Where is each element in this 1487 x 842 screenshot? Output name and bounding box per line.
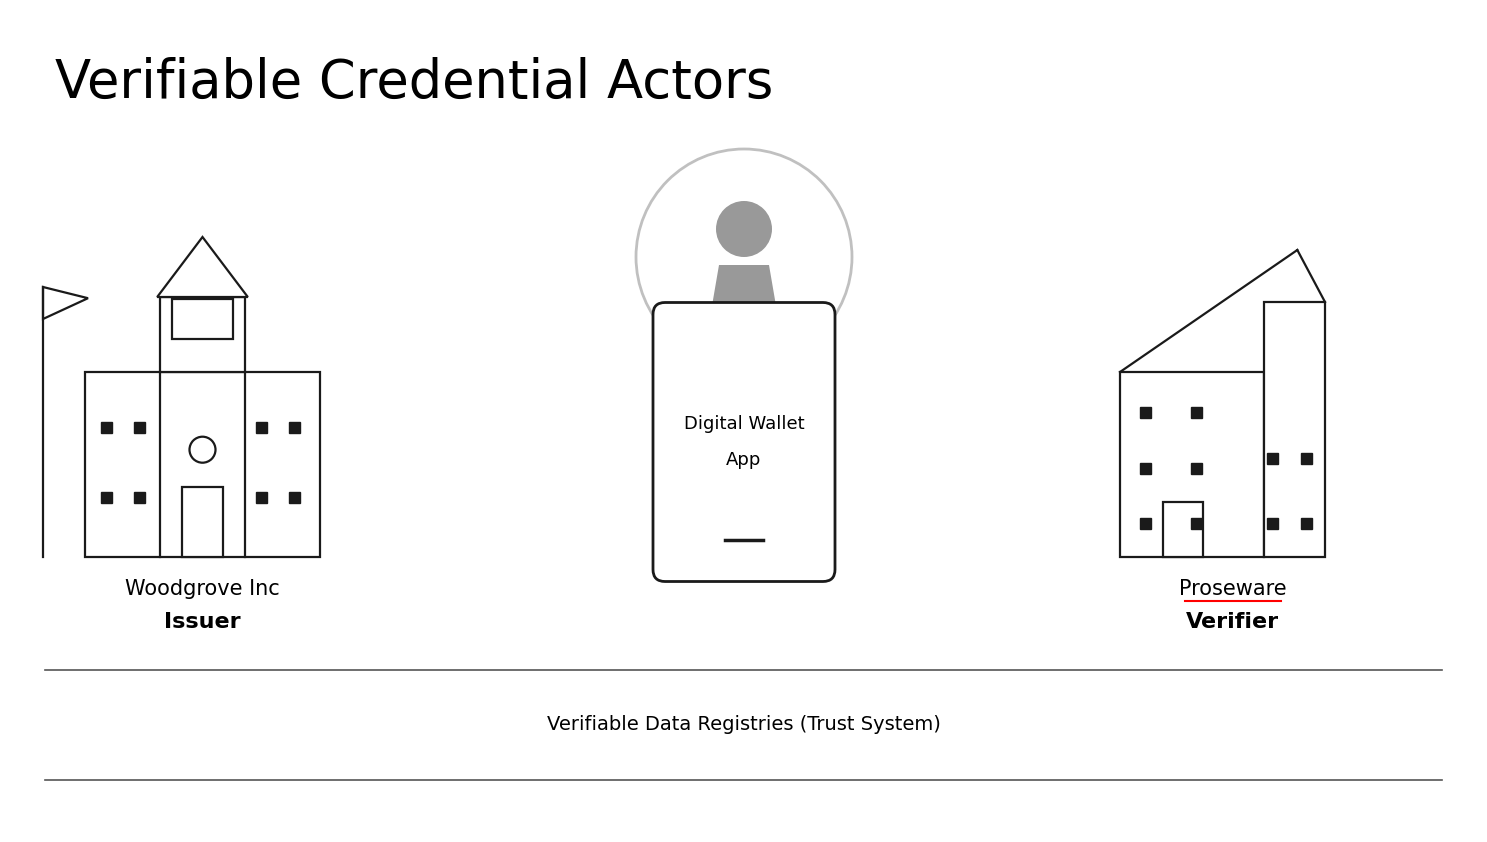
Circle shape [189, 437, 216, 463]
Text: Verifiable Data Registries (Trust System): Verifiable Data Registries (Trust System… [547, 716, 940, 734]
Polygon shape [1267, 518, 1279, 530]
Polygon shape [161, 297, 245, 372]
Polygon shape [134, 422, 144, 433]
FancyBboxPatch shape [653, 302, 836, 582]
Text: Digital Wallet: Digital Wallet [684, 415, 804, 433]
Polygon shape [1141, 408, 1151, 418]
Polygon shape [1120, 372, 1264, 557]
Polygon shape [43, 287, 88, 319]
Polygon shape [1301, 518, 1312, 530]
Polygon shape [101, 422, 112, 433]
Polygon shape [85, 372, 320, 557]
Circle shape [717, 201, 772, 257]
Text: Woodgrove Inc: Woodgrove Inc [125, 579, 280, 599]
Text: Verifier: Verifier [1187, 612, 1279, 632]
Polygon shape [1191, 463, 1201, 474]
Polygon shape [1141, 518, 1151, 530]
Polygon shape [1141, 463, 1151, 474]
Polygon shape [1267, 454, 1279, 465]
Circle shape [636, 149, 852, 365]
Polygon shape [134, 493, 144, 504]
Polygon shape [288, 493, 300, 504]
Text: Verifiable Credential Actors: Verifiable Credential Actors [55, 57, 773, 109]
Text: User (holder): User (holder) [675, 377, 812, 397]
Text: App: App [726, 451, 761, 469]
Polygon shape [172, 299, 233, 339]
Polygon shape [1264, 302, 1325, 557]
Polygon shape [183, 487, 223, 557]
Polygon shape [1191, 408, 1201, 418]
Polygon shape [288, 422, 300, 433]
Text: Issuer: Issuer [164, 612, 241, 632]
Polygon shape [1163, 502, 1203, 557]
Polygon shape [256, 493, 266, 504]
Polygon shape [708, 265, 781, 329]
Polygon shape [1191, 518, 1201, 530]
Polygon shape [158, 237, 248, 297]
Polygon shape [101, 493, 112, 504]
Text: Proseware: Proseware [1179, 579, 1286, 599]
Polygon shape [256, 422, 266, 433]
Polygon shape [1301, 454, 1312, 465]
